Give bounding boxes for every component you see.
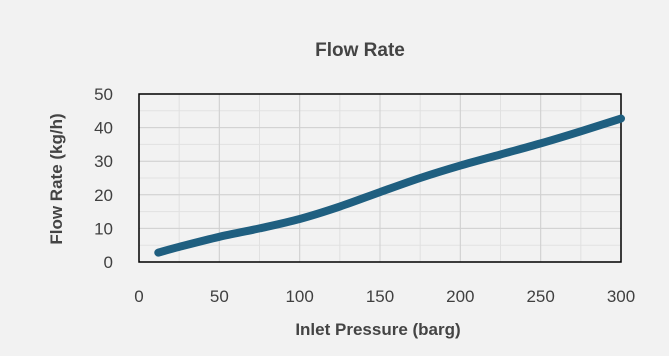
y-tick-label: 30	[94, 152, 113, 171]
y-tick-label: 0	[104, 253, 113, 272]
x-axis-ticks: 0 50 100 150 200 250 300	[134, 287, 635, 306]
chart-title: Flow Rate	[315, 40, 405, 61]
x-axis-label: Inlet Pressure (barg)	[295, 320, 460, 339]
x-tick-label: 300	[607, 287, 635, 306]
series-layer	[154, 114, 625, 257]
series-line	[154, 114, 625, 257]
x-tick-label: 50	[210, 287, 229, 306]
y-axis-ticks: 0 10 20 30 40 50	[94, 85, 113, 272]
y-tick-label: 20	[94, 186, 113, 205]
x-tick-label: 200	[446, 287, 474, 306]
y-tick-label: 10	[94, 219, 113, 238]
y-tick-label: 50	[94, 85, 113, 104]
y-axis-label: Flow Rate (kg/h)	[47, 113, 66, 244]
y-tick-label: 40	[94, 119, 113, 138]
x-tick-label: 250	[526, 287, 554, 306]
x-tick-label: 0	[134, 287, 143, 306]
x-tick-label: 150	[366, 287, 394, 306]
x-tick-label: 100	[285, 287, 313, 306]
plot-area-frame	[138, 93, 622, 263]
